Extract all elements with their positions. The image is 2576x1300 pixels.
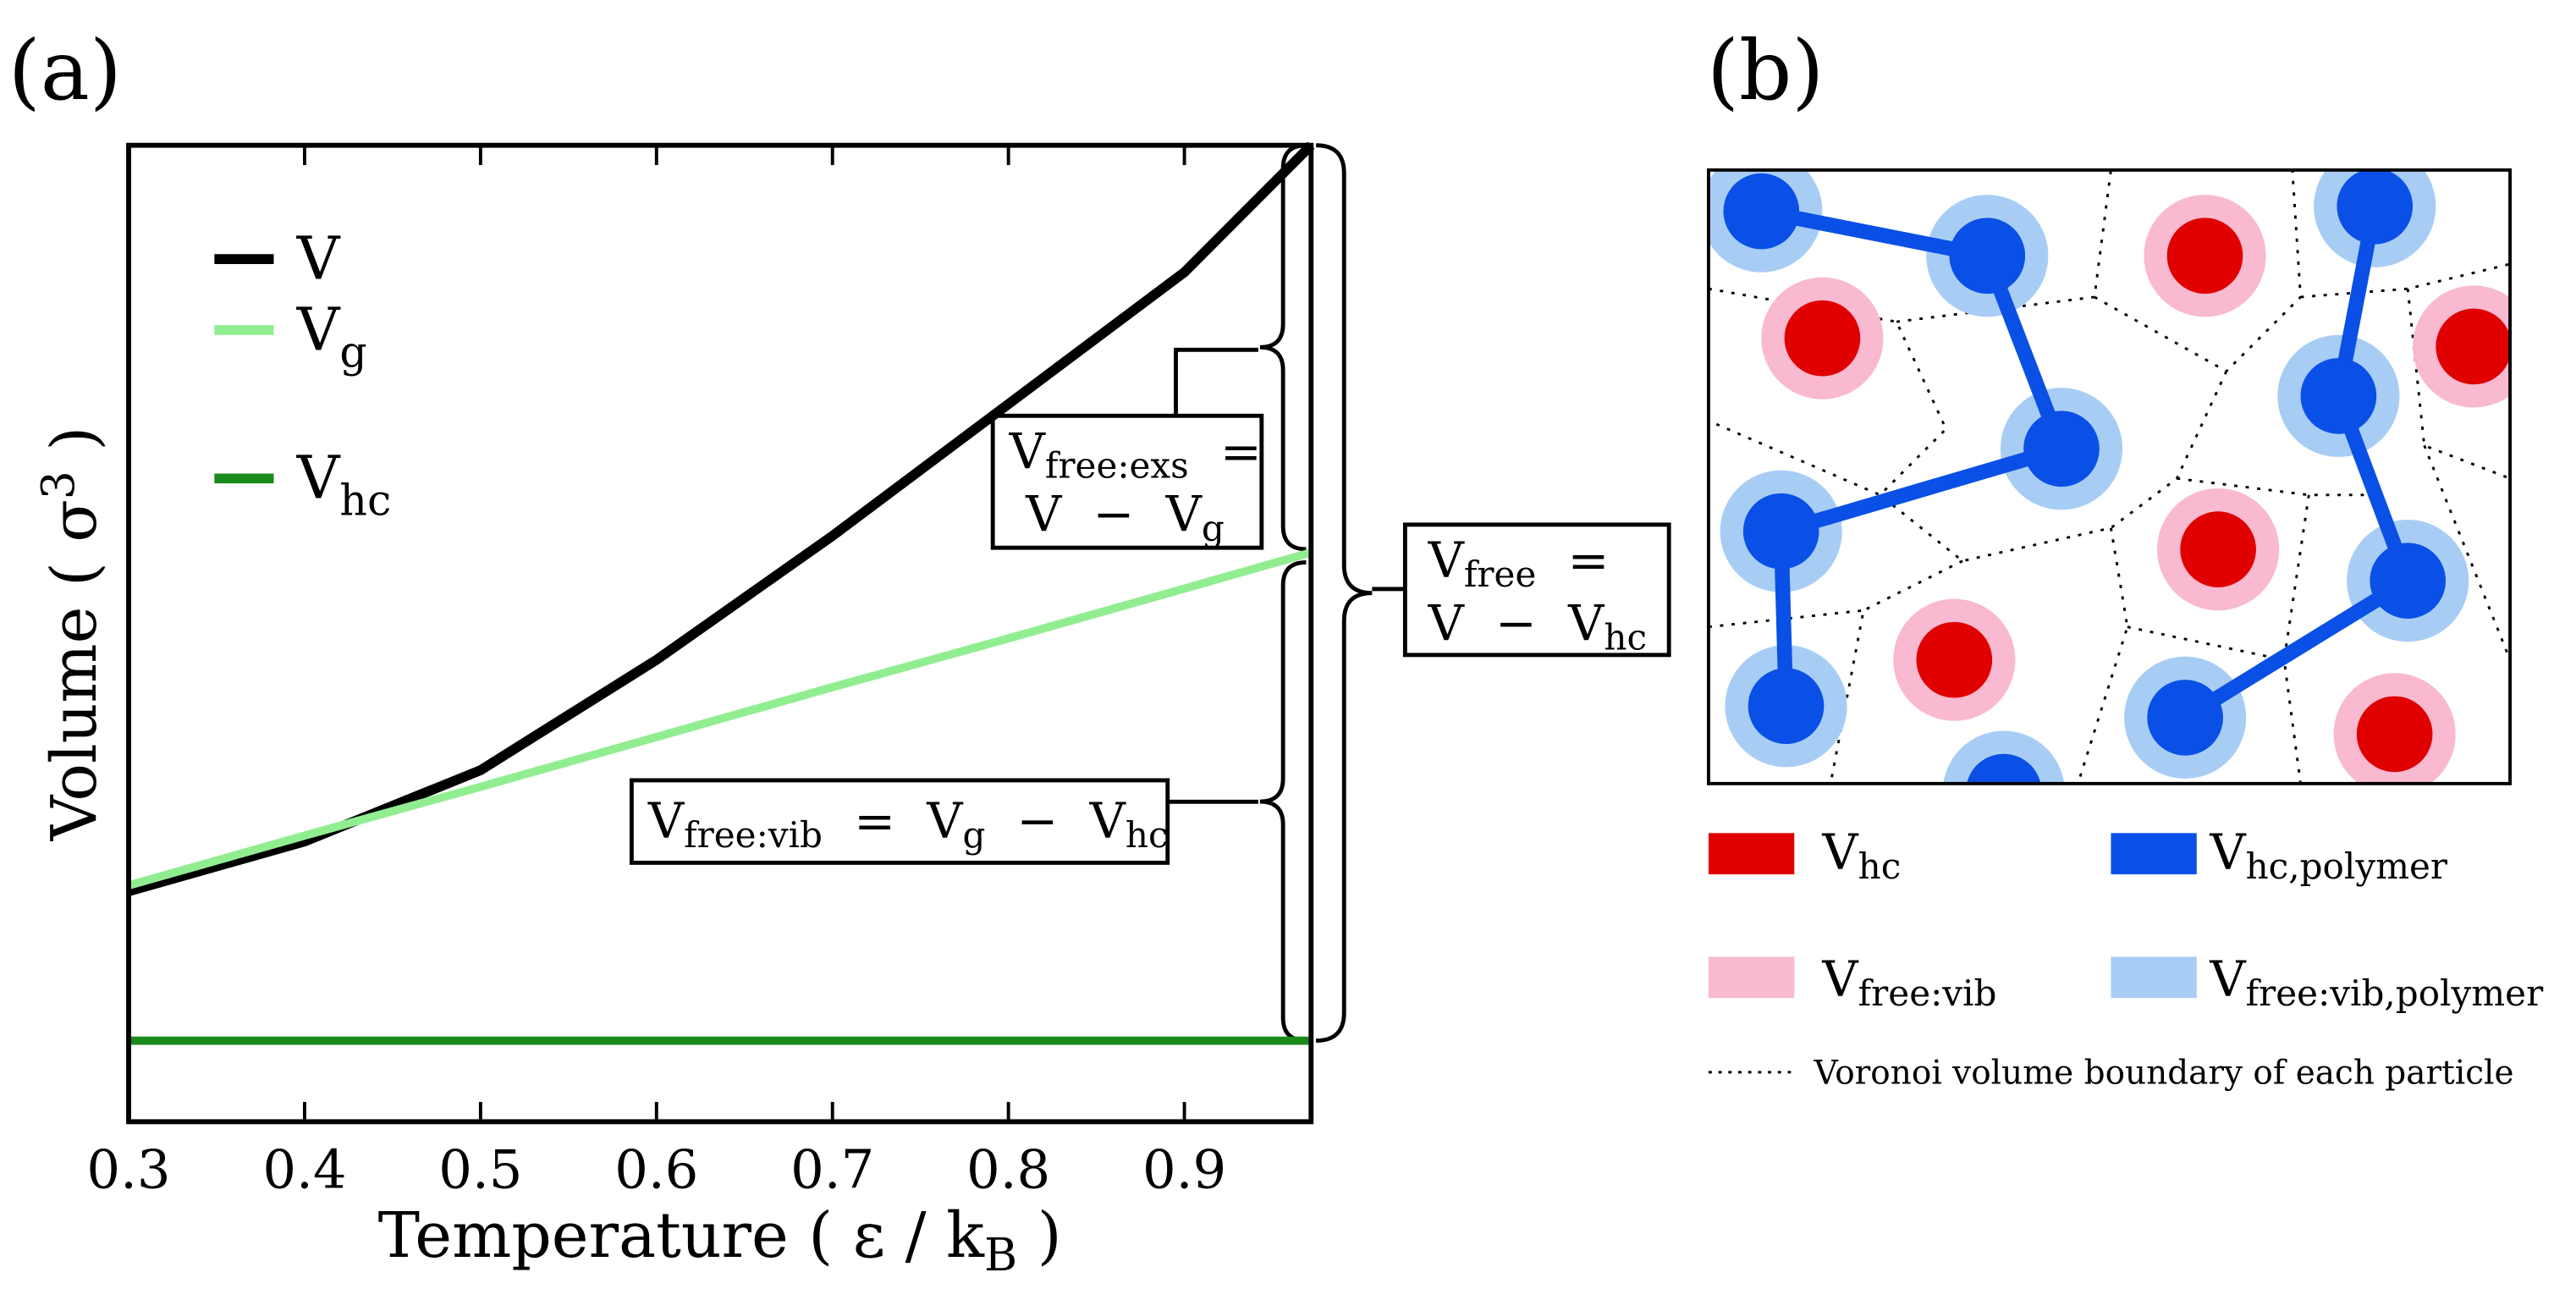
diagram-frame — [1706, 168, 2512, 785]
text-part: V — [1821, 824, 1859, 881]
rich-text: Vfree:vib = Vg − Vhc — [647, 792, 1169, 856]
legend-text: Vhc — [296, 443, 391, 526]
legend-sub: g — [339, 328, 366, 377]
text-part: V − V — [1025, 486, 1203, 543]
text-part: hc — [1604, 616, 1647, 658]
x-tick-label: 0.5 — [438, 1138, 522, 1200]
text-part: Volume ( σ — [38, 499, 111, 841]
legend-name: V — [296, 224, 341, 294]
text-part: = V — [823, 792, 964, 850]
text-part: hc,polymer — [2246, 846, 2448, 887]
rich-text: V − Vhc — [1428, 594, 1647, 658]
text-part: ) — [38, 427, 111, 471]
text-part: free:vib — [1858, 972, 1997, 1014]
particles — [1708, 169, 2511, 784]
plot-frame — [126, 142, 1314, 1125]
diagram: Voronoi volume boundary of each particle — [1706, 168, 2514, 1093]
x-tick-label: 0.4 — [262, 1138, 346, 1200]
legend-swatch — [1708, 833, 1795, 875]
text-part: V − V — [1428, 594, 1606, 652]
x-tick-label: 0.3 — [86, 1138, 170, 1200]
text-part: = — [1536, 532, 1609, 589]
legend-swatch — [2111, 956, 2197, 999]
text-part: free:vib — [684, 814, 823, 856]
legend-text: Vg — [296, 295, 367, 377]
legend-sub: hc — [339, 476, 391, 526]
legend-text: V — [296, 224, 341, 294]
text-part: V — [647, 792, 685, 850]
text-part: g — [1202, 507, 1225, 548]
legend-name: V — [296, 295, 341, 364]
rich-text: Vhc,polymer — [2209, 824, 2448, 886]
annotation-boxes — [629, 413, 1671, 865]
text-part: V — [1821, 950, 1859, 1008]
rich-text: Vfree:exs = — [1009, 423, 1262, 487]
rich-text: Vfree:vib,polymer — [2209, 950, 2544, 1014]
x-tick-label: 0.7 — [790, 1138, 874, 1200]
text-part: hc — [1858, 846, 1902, 887]
x-tick-label: 0.6 — [614, 1138, 698, 1200]
text-part: V — [2209, 824, 2247, 881]
rich-text: Volume ( σ3 ) — [32, 427, 111, 842]
text-part: V — [1009, 423, 1047, 481]
x-tick-label: 0.9 — [1142, 1138, 1226, 1200]
text-part: − V — [985, 792, 1126, 850]
rich-text: V − Vg — [1025, 486, 1225, 549]
text-part: Temperature ( ε / k — [378, 1199, 985, 1272]
text-part: 3 — [32, 471, 85, 499]
braces — [1167, 143, 1406, 1044]
text-part: free — [1464, 554, 1537, 595]
rich-text: Vfree:vib — [1821, 950, 1996, 1014]
legend-swatch — [2111, 833, 2197, 875]
rich-text: Vhc — [1821, 824, 1901, 886]
panel-label: (a) — [8, 23, 122, 118]
text-part: = — [1189, 423, 1262, 481]
text-part: g — [962, 814, 985, 856]
text-part: V — [1428, 532, 1466, 589]
rich-text: Temperature ( ε / kB ) — [378, 1199, 1062, 1281]
legend-swatch — [1708, 956, 1795, 999]
text-part: hc — [1126, 814, 1169, 856]
text-part: V — [2209, 950, 2247, 1008]
rich-text: Vfree = — [1428, 532, 1610, 595]
panel-label: (b) — [1707, 23, 1824, 118]
series-line — [127, 548, 1313, 890]
text-part: ) — [1017, 1199, 1061, 1272]
x-tick-label: 0.8 — [966, 1138, 1050, 1200]
text-part: free:vib,polymer — [2246, 972, 2545, 1014]
legend-text: Voronoi volume boundary of each particle — [1814, 1055, 2514, 1093]
text-part: B — [984, 1229, 1017, 1281]
text-part: free:exs — [1045, 444, 1189, 486]
legend-name: V — [296, 443, 341, 513]
